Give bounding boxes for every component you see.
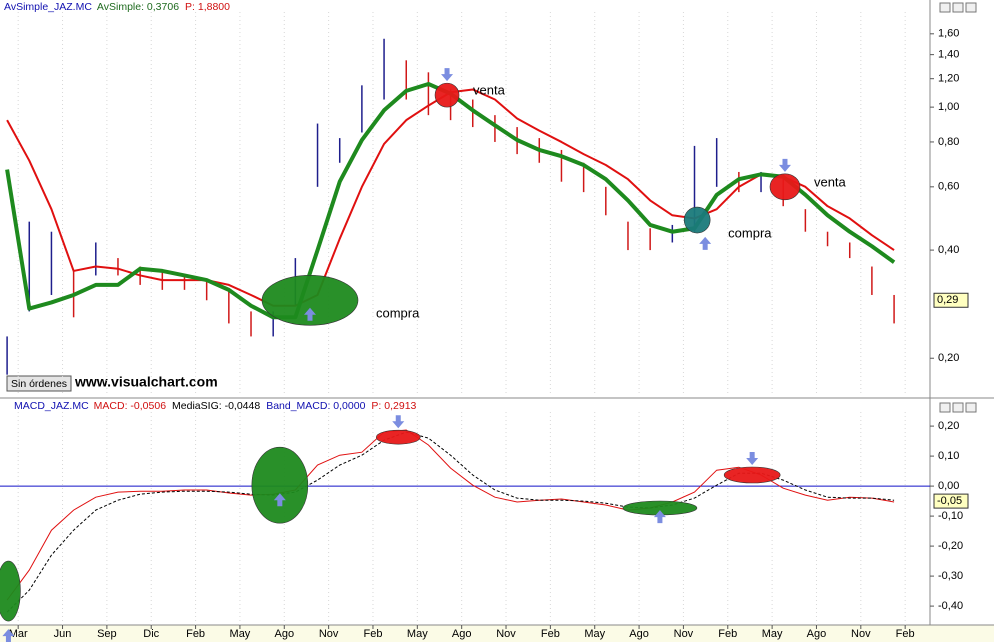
header-value: MACD: -0,0506 (94, 400, 167, 412)
signal-arrow (2, 629, 15, 642)
x-tick-label: Dic (143, 628, 159, 640)
close-button[interactable] (965, 2, 977, 13)
x-tick-label: May (230, 628, 251, 640)
x-tick-label: Mar (9, 628, 28, 640)
signal (251, 446, 309, 524)
y-tick-label: -0,40 (938, 600, 963, 612)
panel-title: AvSimple_JAZ.MC (4, 1, 92, 13)
signal-label: venta (473, 83, 506, 98)
y-tick-label: 1,60 (938, 28, 959, 40)
header-value: P: 0,2913 (371, 400, 416, 412)
x-tick-label: Nov (496, 628, 516, 640)
y-tick-label: -0,30 (938, 570, 963, 582)
signal (769, 173, 801, 201)
x-tick-label: Feb (718, 628, 737, 640)
header-value: MediaSIG: -0,0448 (172, 400, 260, 412)
minimize-button[interactable] (939, 2, 951, 13)
x-tick-label: Ago (807, 628, 827, 640)
x-tick-label: Feb (363, 628, 382, 640)
signal-label: compra (728, 225, 772, 240)
x-tick-label: Ago (452, 628, 472, 640)
y-tick-label: 0,40 (938, 244, 959, 256)
y-tick-label: 0,20 (938, 420, 959, 432)
y-tick-label: 1,40 (938, 49, 959, 61)
x-tick-label: Feb (186, 628, 205, 640)
y-tick-label: -0,10 (938, 510, 963, 522)
signal (375, 429, 421, 445)
maximize-button[interactable] (952, 2, 964, 13)
signal (261, 274, 359, 326)
price-header: AvSimple_JAZ.MC AvSimple: 0,3706 P: 1,8800 (4, 1, 230, 13)
x-tick-label: Feb (896, 628, 915, 640)
y-tick-label: 0,00 (938, 480, 959, 492)
orders-badge-text: Sin órdenes (11, 378, 67, 390)
y-tick-label: 0,10 (938, 450, 959, 462)
signal-arrow (441, 68, 454, 82)
x-tick-label: Ago (629, 628, 649, 640)
x-tick-label: Nov (674, 628, 694, 640)
signal (434, 82, 460, 108)
last-value-box (933, 493, 969, 509)
x-tick-label: Jun (54, 628, 72, 640)
signal (723, 466, 781, 484)
x-tick-label: Ago (274, 628, 294, 640)
x-tick-label: May (584, 628, 605, 640)
watermark: www.visualchart.com (74, 374, 218, 390)
x-tick-label: Nov (851, 628, 871, 640)
last-value-label: 0,29 (937, 294, 958, 306)
x-tick-label: May (407, 628, 428, 640)
window-buttons (939, 2, 977, 413)
y-tick-label: 1,00 (938, 101, 959, 113)
minimize-button[interactable] (939, 402, 951, 413)
x-tick-label: Feb (541, 628, 560, 640)
macd-header: MACD_JAZ.MC MACD: -0,0506 MediaSIG: -0,044… (14, 400, 417, 412)
orders-badge[interactable] (6, 375, 72, 392)
x-tick-label: May (762, 628, 783, 640)
maximize-button[interactable] (952, 402, 964, 413)
header-value: Band_MACD: 0,0000 (266, 400, 365, 412)
y-tick-label: 1,20 (938, 73, 959, 85)
macd-line (6, 431, 895, 613)
signal-arrow (653, 510, 666, 524)
signal (683, 206, 711, 234)
y-tick-label: 0,60 (938, 181, 959, 193)
panel-title: MACD_JAZ.MC (14, 400, 89, 412)
y-tick-label: 0,80 (938, 136, 959, 148)
y-tick-label: 0,20 (938, 352, 959, 364)
signal-label: venta (814, 174, 847, 189)
signal-arrow (699, 236, 712, 250)
signal-arrow (273, 493, 286, 507)
close-button[interactable] (965, 402, 977, 413)
x-tick-label: Sep (97, 628, 117, 640)
last-value-box (933, 292, 969, 308)
header-value: AvSimple: 0,3706 (97, 1, 179, 13)
x-axis-strip (0, 625, 994, 642)
signal-arrow (304, 307, 316, 321)
signal-arrow (392, 415, 405, 429)
x-tick-label: Nov (319, 628, 339, 640)
signal-arrow (778, 158, 791, 172)
y-tick-label: -0,20 (938, 540, 963, 552)
header-value: P: 1,8800 (185, 1, 230, 13)
signal (0, 560, 21, 622)
last-value-label: -0,05 (937, 495, 962, 507)
signal-arrow (746, 452, 759, 465)
signal-label: compra (376, 306, 420, 321)
